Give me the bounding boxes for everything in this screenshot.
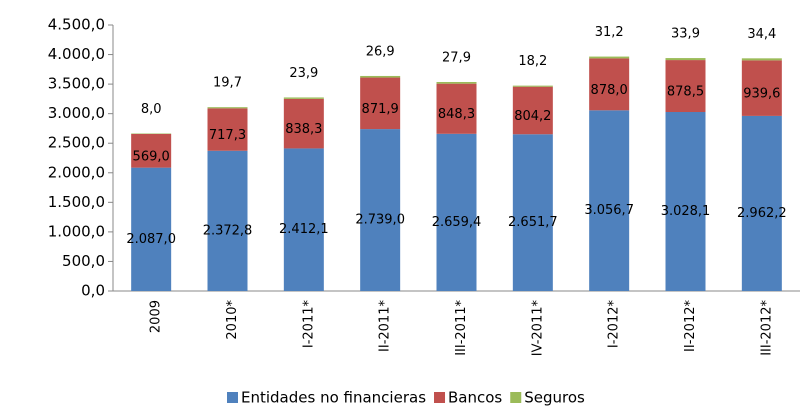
bar-segment — [283, 148, 324, 291]
data-label: 3.056,7 — [584, 203, 634, 218]
bar-segment — [436, 133, 477, 291]
y-tick-label: 4.500,0 — [48, 16, 105, 34]
data-label: 8,0 — [141, 102, 162, 117]
y-tick-label: 1.500,0 — [48, 193, 105, 211]
bar-segment — [436, 83, 477, 134]
data-label: 569,0 — [133, 149, 170, 164]
data-label: 2.087,0 — [126, 232, 176, 247]
x-tick-label: III-2012* — [759, 300, 774, 356]
bar-segment — [589, 56, 630, 59]
bar-segment — [512, 85, 553, 87]
x-tick-label: II-2012* — [683, 300, 698, 352]
x-tick-label: 2010* — [225, 300, 240, 340]
data-label: 2.651,7 — [508, 215, 558, 230]
y-tick-label: 2.000,0 — [48, 163, 105, 181]
x-tick-label: I-2012* — [607, 300, 622, 349]
y-tick-label: 4.000,0 — [48, 45, 105, 63]
y-tick-label: 500,0 — [62, 252, 105, 270]
bar-segment — [665, 60, 706, 113]
bar-segment — [741, 115, 782, 292]
data-label: 804,2 — [514, 109, 551, 124]
bar-segment — [207, 150, 248, 291]
bar-segment — [207, 108, 248, 151]
data-label: 848,3 — [438, 107, 475, 122]
bar-segment — [436, 82, 477, 84]
data-label: 2.739,0 — [355, 213, 405, 228]
data-label: 31,2 — [595, 25, 624, 40]
legend-swatch — [227, 392, 238, 403]
data-label: 26,9 — [366, 44, 395, 59]
bar-segment — [741, 58, 782, 61]
bar-segment — [512, 134, 553, 291]
bar-segment — [665, 58, 706, 61]
data-label: 2.372,8 — [203, 223, 253, 238]
y-tick-label: 3.500,0 — [48, 75, 105, 93]
data-label: 878,5 — [667, 85, 704, 100]
legend-label: Seguros — [524, 389, 585, 407]
bar-segment — [360, 75, 401, 78]
data-label: 2.412,1 — [279, 222, 329, 237]
x-tick-label: IV-2011* — [530, 300, 545, 357]
bar-segment — [589, 58, 630, 111]
bar-segment — [207, 107, 248, 109]
data-label: 19,7 — [213, 76, 242, 91]
bar-segment — [512, 86, 553, 135]
bar-segment — [283, 98, 324, 149]
data-label: 939,6 — [743, 87, 780, 102]
y-tick-label: 0,0 — [81, 282, 105, 300]
data-label: 838,3 — [285, 122, 322, 137]
bar-segment — [589, 110, 630, 291]
legend-label: Entidades no financieras — [241, 389, 426, 407]
data-label: 3.028,1 — [661, 204, 711, 219]
data-label: 2.962,2 — [737, 206, 787, 221]
x-tick-label: III-2011* — [454, 300, 469, 356]
bar-segment — [283, 97, 324, 99]
data-label: 33,9 — [671, 27, 700, 42]
x-tick-label: 2009 — [149, 300, 164, 333]
data-label: 18,2 — [518, 54, 547, 69]
data-label: 23,9 — [289, 66, 318, 81]
data-label: 2.659,4 — [432, 215, 482, 230]
bar-segment — [131, 167, 172, 291]
y-tick-label: 3.000,0 — [48, 104, 105, 122]
legend-label: Bancos — [448, 389, 502, 407]
x-tick-label: II-2011* — [378, 300, 393, 352]
legend-swatch — [510, 392, 522, 403]
data-label: 27,9 — [442, 51, 471, 66]
data-label: 34,4 — [747, 27, 776, 42]
y-tick-label: 2.500,0 — [48, 134, 105, 152]
data-label: 717,3 — [209, 128, 246, 143]
bar-segment — [360, 129, 401, 291]
bar-segment — [131, 134, 172, 168]
data-label: 878,0 — [591, 83, 628, 98]
bar-segment — [360, 77, 401, 130]
legend-swatch — [434, 392, 446, 403]
bar-segment — [665, 112, 706, 291]
x-tick-label: I-2011* — [301, 300, 316, 349]
bar-segment — [741, 60, 782, 116]
y-tick-label: 1.000,0 — [48, 222, 105, 240]
data-label: 871,9 — [362, 102, 399, 117]
